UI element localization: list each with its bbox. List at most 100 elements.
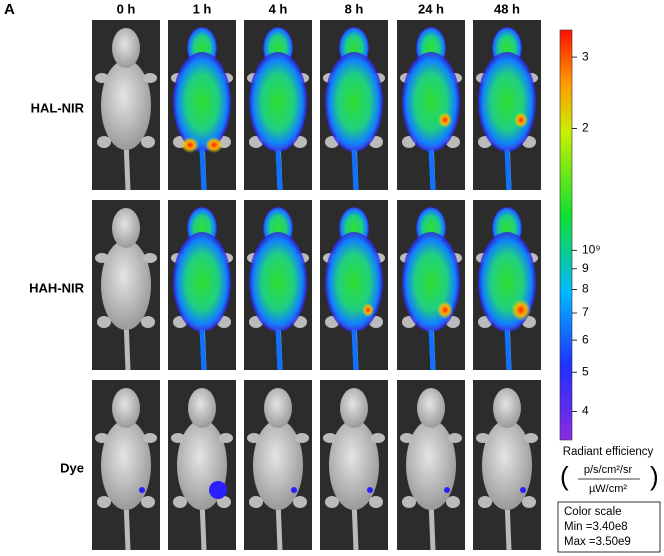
- mouse-leg: [446, 496, 460, 508]
- colorbar-tick-label: 5: [582, 364, 589, 378]
- signal-body: [325, 52, 383, 152]
- colorbar-tick-label: 9: [582, 261, 589, 275]
- colorbar-tick-label: 10⁹: [582, 242, 601, 256]
- signal-tail: [504, 149, 512, 191]
- mouse-leg: [97, 316, 111, 328]
- mouse-head: [112, 28, 140, 68]
- color-scale-title: Color scale: [564, 506, 622, 518]
- dye-spot: [367, 487, 373, 493]
- signal-body: [173, 232, 231, 332]
- mouse-body: [101, 420, 151, 510]
- mouse-head: [493, 388, 521, 428]
- unit-denominator: µW/cm²: [589, 483, 627, 495]
- mouse-leg: [143, 433, 157, 443]
- mouse-leg: [293, 496, 307, 508]
- column-header: 0 h: [117, 1, 136, 16]
- signal-body: [249, 52, 307, 152]
- mouse-leg: [325, 496, 339, 508]
- mouse-body: [101, 240, 151, 330]
- mouse-body: [101, 60, 151, 150]
- signal-tail: [504, 329, 512, 371]
- colorbar-tick-label: 7: [582, 305, 589, 319]
- mouse-leg: [95, 253, 109, 263]
- mouse-leg: [524, 433, 538, 443]
- mouse-leg: [141, 316, 155, 328]
- hotspot: [205, 137, 223, 153]
- mouse-leg: [97, 136, 111, 148]
- signal-tail: [351, 329, 359, 371]
- colorbar: [559, 29, 573, 441]
- hotspot: [511, 299, 531, 321]
- mouse-leg: [369, 496, 383, 508]
- color-scale-max: Max =3.50e9: [564, 536, 631, 548]
- signal-body: [325, 232, 383, 332]
- mouse-leg: [95, 73, 109, 83]
- column-header: 4 h: [269, 1, 288, 16]
- mouse-leg: [522, 496, 536, 508]
- mouse-body: [253, 420, 303, 510]
- dye-spot: [139, 487, 145, 493]
- signal-tail: [428, 329, 436, 371]
- column-header: 24 h: [418, 1, 444, 16]
- color-scale-min: Min =3.40e8: [564, 521, 628, 533]
- signal-tail: [428, 149, 436, 191]
- paren-left: (: [560, 461, 569, 491]
- mouse-leg: [476, 433, 490, 443]
- colorbar-tick-label: 6: [582, 332, 589, 346]
- mouse-leg: [247, 433, 261, 443]
- signal-tail: [275, 149, 283, 191]
- hotspot: [514, 112, 528, 128]
- colorbar-tick-label: 3: [582, 49, 589, 63]
- signal-body: [402, 232, 460, 332]
- unit-title: Radiant efficiency: [563, 446, 654, 458]
- mouse-leg: [217, 496, 231, 508]
- mouse-leg: [400, 433, 414, 443]
- unit-numerator: p/s/cm²/sr: [584, 464, 633, 476]
- mouse-leg: [219, 433, 233, 443]
- signal-body: [478, 52, 536, 152]
- hotspot: [362, 303, 374, 317]
- signal-body: [402, 52, 460, 152]
- signal-tail: [199, 329, 207, 371]
- mouse-leg: [478, 496, 492, 508]
- dye-spot: [444, 487, 450, 493]
- mouse-head: [112, 388, 140, 428]
- mouse-leg: [97, 496, 111, 508]
- mouse-leg: [371, 433, 385, 443]
- mouse-leg: [448, 433, 462, 443]
- row-label: HAH-NIR: [29, 280, 84, 295]
- signal-tail: [351, 149, 359, 191]
- mouse-leg: [402, 496, 416, 508]
- mouse-leg: [95, 433, 109, 443]
- hotspot: [437, 301, 453, 319]
- mouse-leg: [173, 496, 187, 508]
- mouse-head: [417, 388, 445, 428]
- signal-body: [173, 52, 231, 152]
- mouse-leg: [249, 496, 263, 508]
- mouse-leg: [141, 136, 155, 148]
- dye-spot: [291, 487, 297, 493]
- column-header: 1 h: [193, 1, 212, 16]
- colorbar-tick-label: 4: [582, 404, 589, 418]
- mouse-body: [406, 420, 456, 510]
- row-label: Dye: [60, 460, 84, 475]
- signal-tail: [275, 329, 283, 371]
- dye-spot: [209, 481, 227, 499]
- mouse-leg: [323, 433, 337, 443]
- mouse-body: [329, 420, 379, 510]
- mouse-head: [112, 208, 140, 248]
- hotspot: [181, 137, 199, 153]
- colorbar-tick-label: 2: [582, 121, 589, 135]
- mouse-leg: [143, 73, 157, 83]
- signal-body: [249, 232, 307, 332]
- mouse-head: [264, 388, 292, 428]
- mouse-head: [188, 388, 216, 428]
- column-header: 48 h: [494, 1, 520, 16]
- row-label: HAL-NIR: [31, 100, 85, 115]
- color-scale-box: [557, 501, 661, 553]
- hotspot: [438, 112, 452, 128]
- signal-tail: [199, 149, 207, 191]
- mouse-leg: [143, 253, 157, 263]
- panel-label: A: [4, 1, 15, 18]
